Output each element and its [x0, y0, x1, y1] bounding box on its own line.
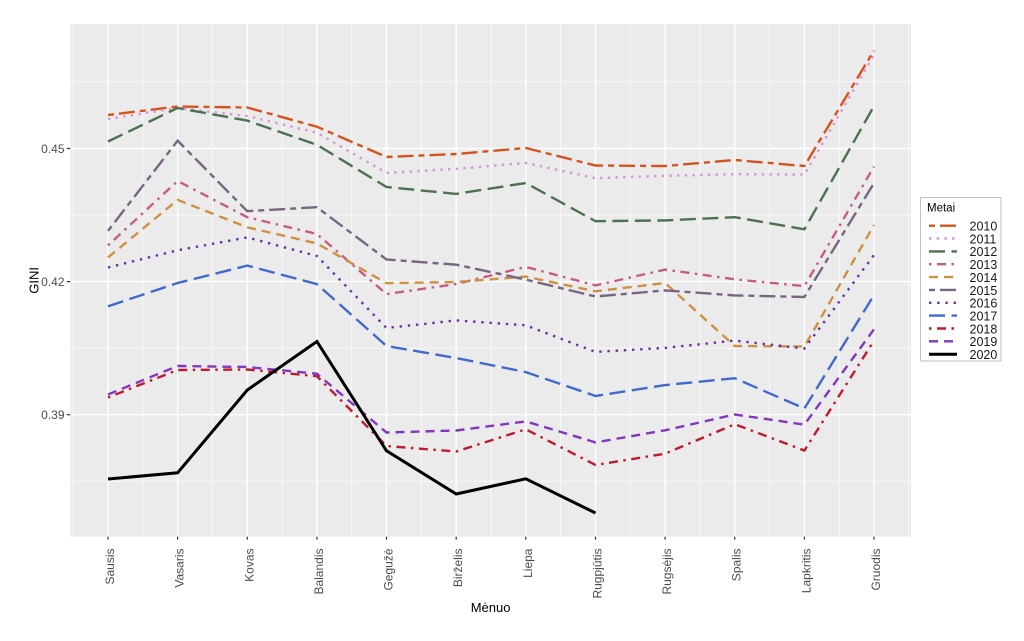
svg-text:2016: 2016 — [970, 297, 998, 311]
svg-text:2014: 2014 — [970, 271, 998, 285]
svg-text:Balandis: Balandis — [312, 549, 326, 595]
svg-text:Rugsėjis: Rugsėjis — [660, 549, 674, 595]
svg-text:Metai: Metai — [927, 203, 955, 215]
svg-text:2018: 2018 — [970, 322, 998, 336]
svg-text:Mėnuo: Mėnuo — [471, 600, 511, 615]
svg-text:2020: 2020 — [970, 348, 998, 362]
svg-text:Birželis: Birželis — [451, 549, 465, 588]
svg-text:GINI: GINI — [27, 267, 42, 294]
svg-text:0.39: 0.39 — [41, 408, 65, 422]
svg-text:Liepa: Liepa — [521, 548, 535, 578]
svg-text:Vasaris: Vasaris — [173, 549, 187, 588]
svg-text:2019: 2019 — [970, 335, 998, 349]
svg-text:2012: 2012 — [970, 245, 998, 259]
svg-text:2015: 2015 — [970, 284, 998, 298]
svg-text:Rugpjūtis: Rugpjūtis — [591, 549, 605, 599]
svg-text:Spalis: Spalis — [730, 549, 744, 582]
svg-text:2017: 2017 — [970, 309, 998, 323]
svg-text:0.45: 0.45 — [41, 142, 65, 156]
svg-text:2010: 2010 — [970, 220, 998, 234]
svg-text:0.42: 0.42 — [41, 275, 65, 289]
svg-text:Sausis: Sausis — [103, 549, 117, 585]
svg-text:Gegužė: Gegužė — [382, 548, 396, 590]
svg-text:2011: 2011 — [970, 232, 997, 246]
svg-text:Kovas: Kovas — [242, 549, 256, 582]
svg-text:Gruodis: Gruodis — [869, 549, 883, 591]
svg-text:Lapkritis: Lapkritis — [799, 549, 813, 594]
svg-text:2013: 2013 — [970, 258, 998, 272]
